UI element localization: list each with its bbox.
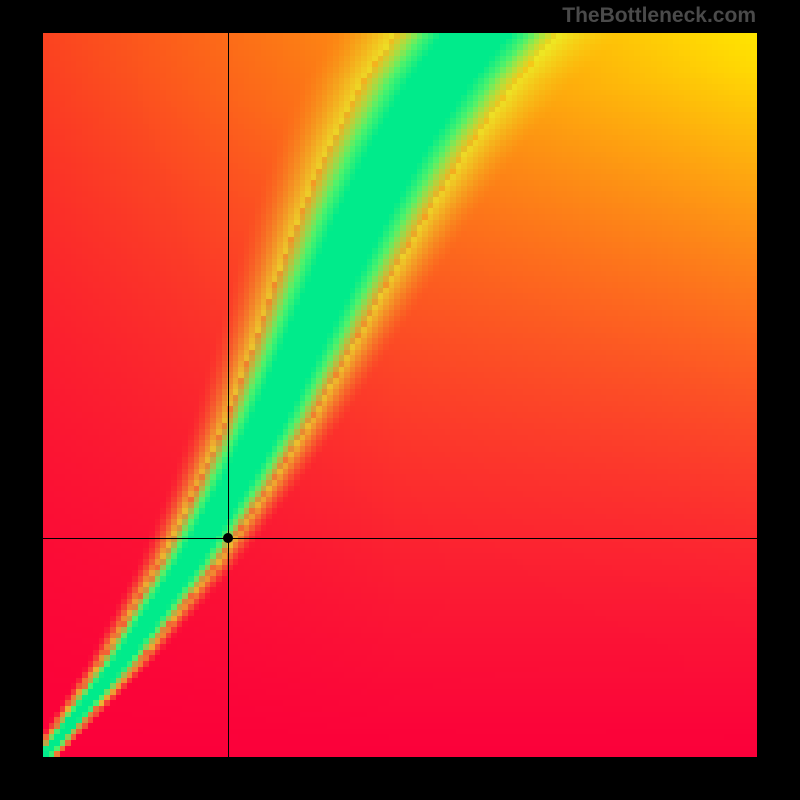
image-root: TheBottleneck.com xyxy=(0,0,800,800)
crosshair-vertical xyxy=(228,33,229,757)
watermark-text: TheBottleneck.com xyxy=(562,4,756,28)
crosshair-horizontal xyxy=(43,538,757,539)
heatmap-canvas xyxy=(43,33,757,757)
